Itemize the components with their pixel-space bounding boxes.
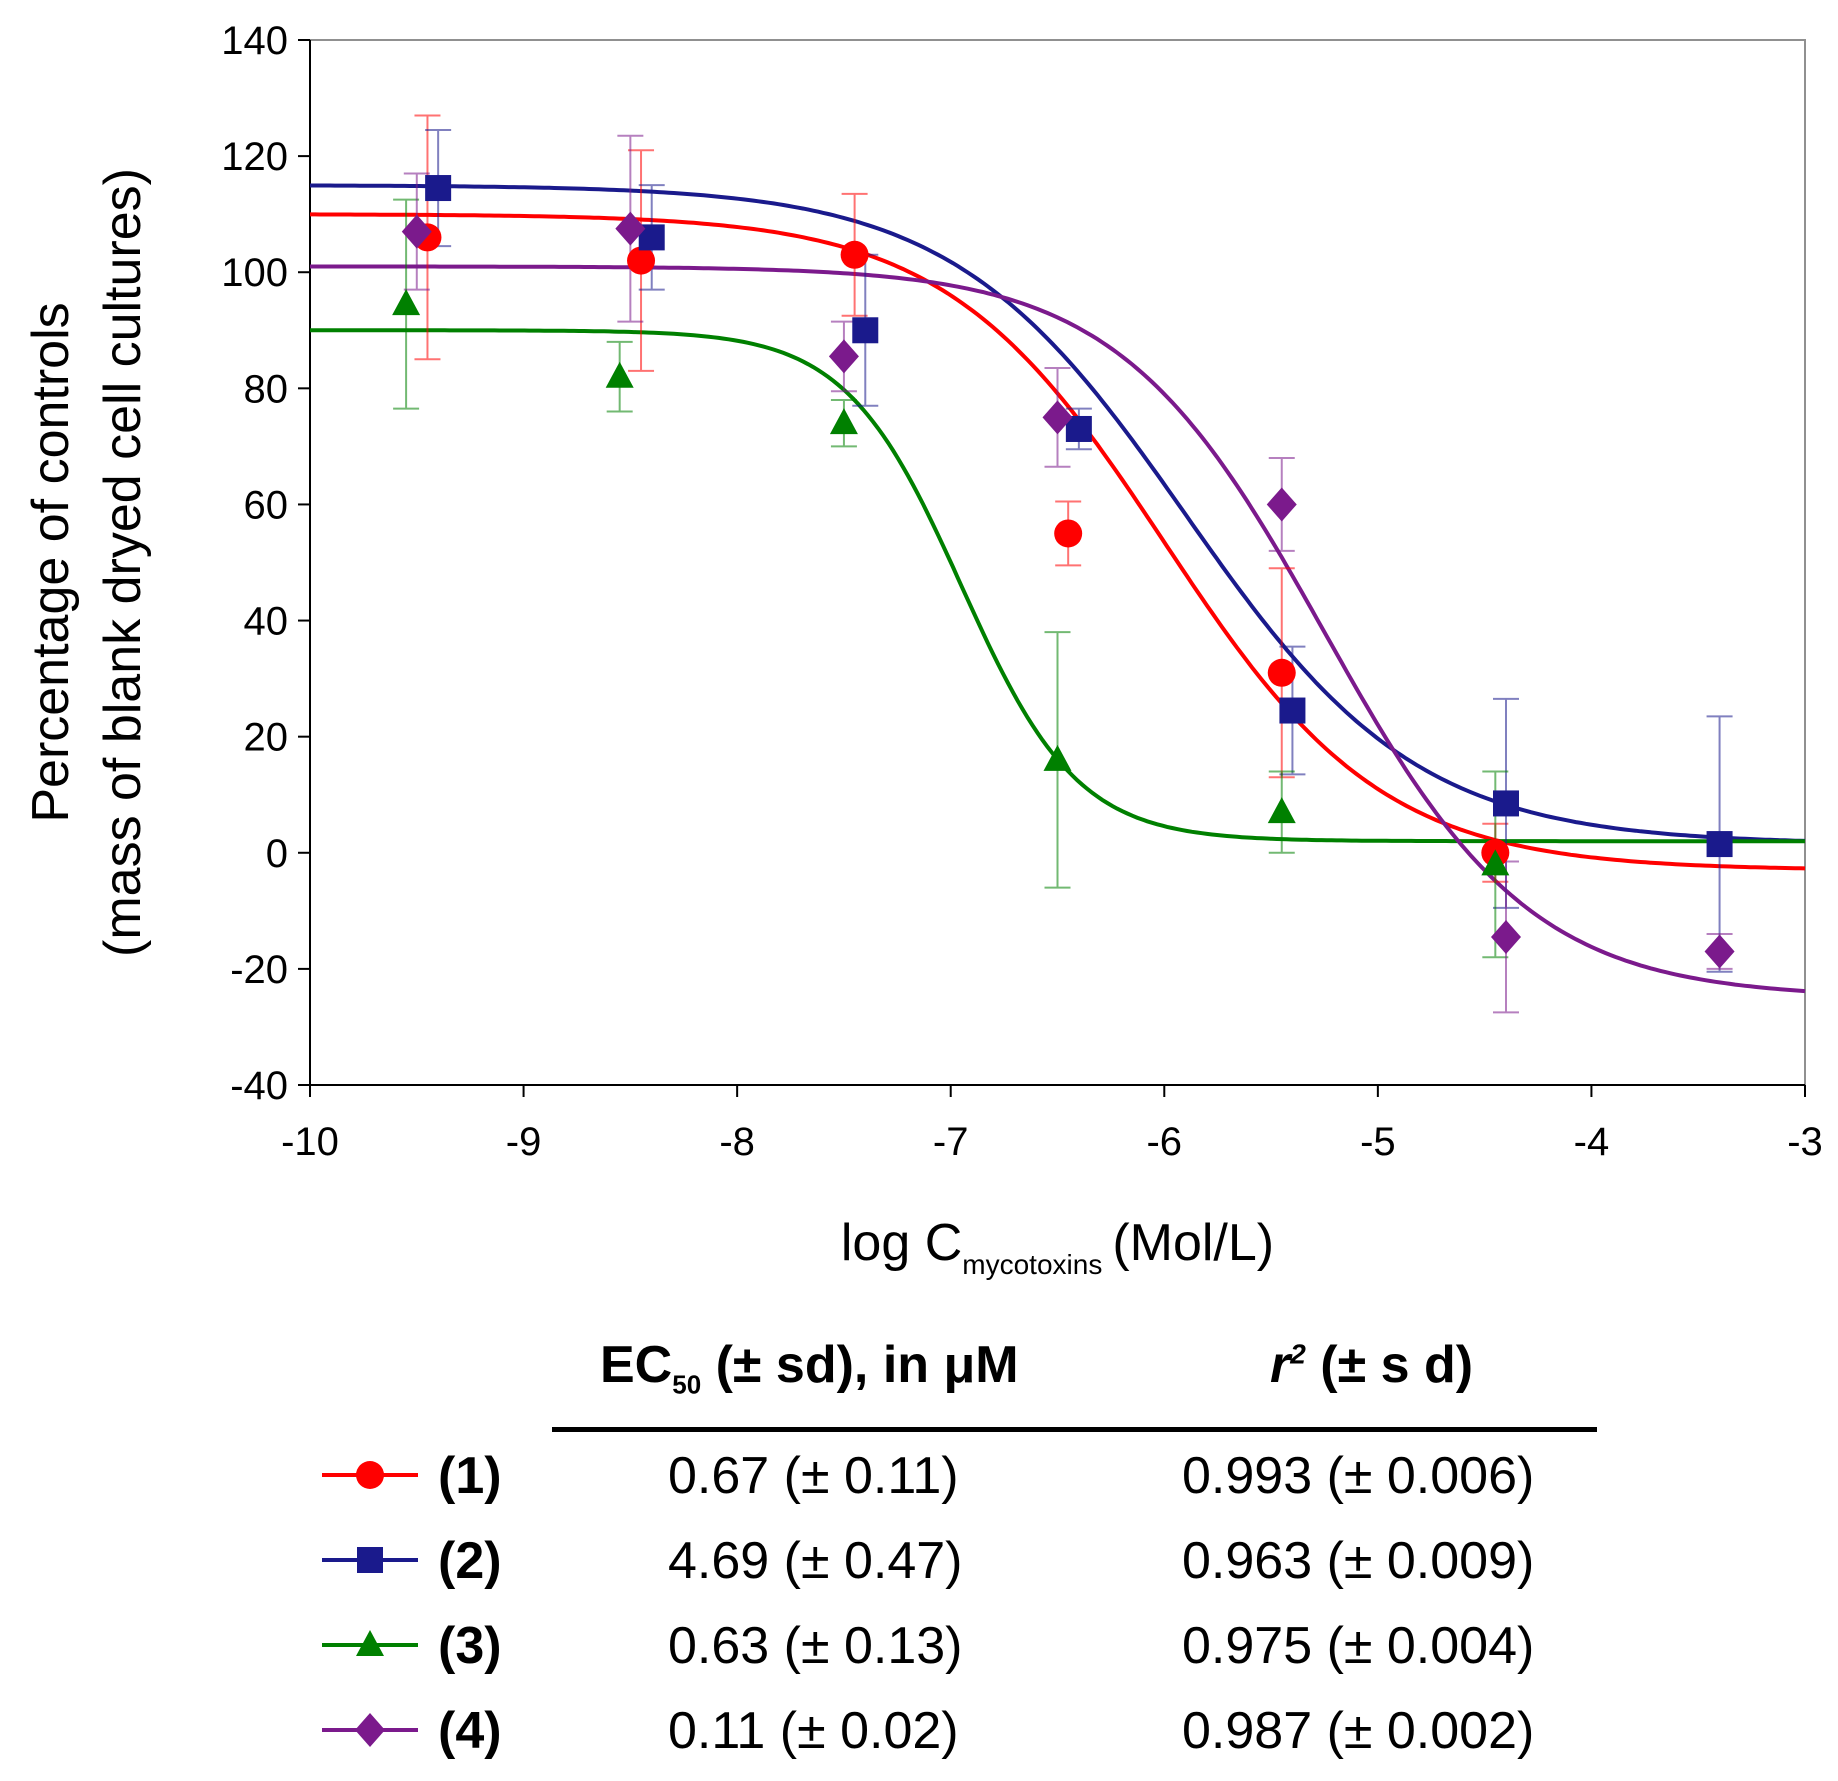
legend-marker-2 [322, 1547, 418, 1573]
header-rule [552, 1427, 1597, 1432]
data-point-series-2 [1065, 415, 1092, 442]
y-axis-title-line1: Percentage of controls [22, 302, 80, 822]
y-tick-label: 40 [244, 600, 289, 644]
table-row: (3) 0.63 (± 0.13) 0.975 (± 0.004) [320, 1610, 1620, 1680]
table-row: (4) 0.11 (± 0.02) 0.987 (± 0.002) [320, 1695, 1620, 1765]
fit-curve-series-4 [310, 264, 1806, 994]
error-bars [393, 114, 1733, 1014]
data-point-series-3 [829, 408, 858, 435]
series-label: (4) [438, 1702, 502, 1760]
data-markers [392, 175, 1735, 969]
legend-marker-shape [356, 1630, 384, 1656]
data-point-series-3 [1043, 744, 1072, 771]
data-point-series-1 [840, 240, 869, 269]
legend-marker-shape [356, 1461, 384, 1489]
x-tick-label: -9 [506, 1120, 542, 1164]
x-axis-ticks: -10 -9 -8 -7 -6 -5 -4 -3 [281, 1085, 1823, 1164]
series-label: (2) [438, 1532, 502, 1590]
x-axis-title-sub: mycotoxins [962, 1249, 1102, 1280]
legend-marker-shape [357, 1547, 383, 1573]
x-tick-label: -8 [719, 1120, 755, 1164]
y-tick-label: 0 [266, 832, 288, 876]
x-tick-label: -3 [1787, 1120, 1823, 1164]
y-axis-title-line2: (mass of blank dryed cell cultures) [94, 168, 152, 957]
series-label: (1) [438, 1447, 502, 1505]
data-point-series-2 [425, 175, 452, 202]
x-tick-label: -5 [1360, 1120, 1396, 1164]
header-ec50-rest: (± sd), in μM [701, 1336, 1019, 1394]
data-point-series-4 [615, 211, 646, 246]
table-row: (1) 0.67 (± 0.11) 0.993 (± 0.006) [320, 1440, 1620, 1510]
header-r2: r2 (± s d) [1270, 1335, 1473, 1395]
x-tick-label: -4 [1574, 1120, 1610, 1164]
data-point-series-3 [1267, 797, 1296, 824]
y-tick-label: 60 [244, 483, 289, 527]
data-point-series-4 [1704, 934, 1735, 969]
header-ec50-main: EC [600, 1336, 673, 1394]
data-point-series-4 [1042, 400, 1073, 435]
fit-curve-series-2 [310, 183, 1806, 843]
data-point-series-1 [627, 246, 656, 275]
ec50-value: 0.63 (± 0.13) [668, 1617, 963, 1675]
x-tick-label: -7 [933, 1120, 969, 1164]
y-tick-label: 140 [221, 19, 288, 63]
y-axis-ticks: -40 -20 0 20 40 60 80 100 120 140 [221, 19, 310, 1108]
legend-marker-1 [322, 1461, 418, 1489]
r2-value: 0.993 (± 0.006) [1182, 1447, 1535, 1505]
r2-value: 0.975 (± 0.004) [1182, 1617, 1535, 1675]
data-point-series-4 [401, 214, 432, 249]
x-axis-title: log Cmycotoxins (Mol/L) [841, 1214, 1274, 1280]
ec50-value: 0.67 (± 0.11) [668, 1447, 959, 1505]
data-point-series-4 [1491, 919, 1521, 954]
data-point-series-3 [605, 361, 634, 388]
x-tick-label: -10 [281, 1120, 339, 1164]
y-tick-label: 100 [221, 251, 288, 295]
header-ec50: EC50 (± sd), in μM [600, 1335, 1019, 1400]
table-row: (2) 4.69 (± 0.47) 0.963 (± 0.009) [320, 1525, 1620, 1595]
legend-marker-3 [322, 1630, 418, 1656]
plot-frame [309, 39, 1806, 1086]
legend-marker-4 [322, 1713, 418, 1747]
y-tick-label: -20 [230, 948, 288, 992]
ec50-value: 4.69 (± 0.47) [668, 1532, 963, 1590]
header-r2-rest: (± s d) [1305, 1336, 1474, 1394]
y-tick-label: 120 [221, 135, 288, 179]
y-tick-label: 20 [244, 716, 289, 760]
data-point-series-4 [828, 339, 859, 374]
x-axis-title-main: log C [841, 1214, 962, 1272]
data-point-series-2 [1706, 831, 1733, 858]
data-point-series-2 [852, 317, 879, 344]
data-point-series-1 [1054, 519, 1083, 548]
ec50-value: 0.11 (± 0.02) [668, 1702, 959, 1760]
y-tick-label: 80 [244, 367, 289, 411]
data-point-series-1 [1267, 658, 1296, 687]
x-axis-title-unit: (Mol/L) [1112, 1214, 1274, 1272]
data-point-series-3 [392, 289, 421, 316]
r2-value: 0.963 (± 0.009) [1182, 1532, 1535, 1590]
data-point-series-4 [1266, 487, 1297, 522]
header-r2-sup: 2 [1290, 1338, 1306, 1370]
r2-value: 0.987 (± 0.002) [1182, 1702, 1535, 1760]
y-tick-label: -40 [230, 1064, 288, 1108]
legend-marker-shape [355, 1713, 385, 1747]
header-r2-main: r [1270, 1336, 1291, 1394]
data-point-series-2 [1279, 697, 1306, 724]
data-point-series-3 [1481, 849, 1510, 876]
plot-area [309, 39, 1806, 1086]
header-ec50-sub: 50 [672, 1369, 702, 1400]
data-point-series-2 [1493, 790, 1519, 817]
chart: -40 -20 0 20 40 60 80 100 120 140 -10 -9 -8 -7 -6 -5 -4… [22, 19, 1823, 1280]
series-label: (3) [438, 1617, 502, 1675]
x-tick-label: -6 [1146, 1120, 1182, 1164]
